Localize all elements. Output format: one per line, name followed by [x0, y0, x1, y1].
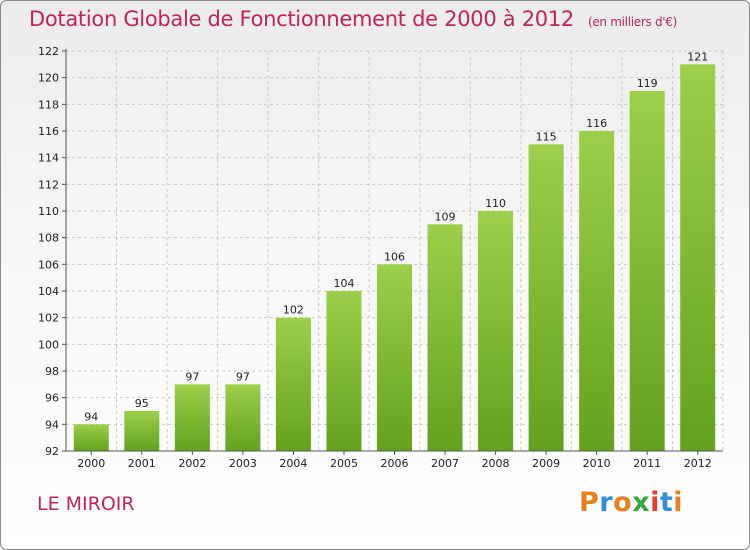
bar-2001	[124, 411, 160, 451]
y-tick-label: 106	[38, 258, 59, 271]
x-tick-label: 2012	[684, 457, 712, 470]
logo-letter: i	[650, 487, 660, 518]
bars: 94 95 97 97 102 104 106 109 110 115 116 119 121	[73, 50, 716, 452]
y-tick-label: 116	[38, 125, 59, 138]
bar-2010	[579, 131, 615, 451]
bar-2004	[275, 317, 311, 451]
y-tick-label: 92	[45, 445, 59, 458]
chart-title: Dotation Globale de Fonctionnement de 20…	[29, 7, 677, 39]
data-label: 97	[185, 370, 199, 383]
bar-2000	[73, 424, 109, 451]
proxiti-logo[interactable]: Proxiti	[579, 487, 683, 518]
logo-letter: x	[632, 487, 651, 518]
y-tick-label: 94	[45, 418, 59, 431]
x-tick-label: 2002	[178, 457, 206, 470]
x-tick-label: 2006	[381, 457, 409, 470]
data-label: 109	[435, 210, 456, 223]
y-tick-label: 120	[38, 72, 59, 85]
bar-2008	[478, 211, 514, 451]
x-tick-label: 2010	[583, 457, 611, 470]
data-label: 94	[84, 410, 98, 423]
data-label: 116	[586, 117, 607, 130]
y-tick-label: 100	[38, 338, 59, 351]
data-label: 97	[236, 370, 250, 383]
x-tick-label: 2000	[77, 457, 105, 470]
place-name: LE MIROIR	[37, 493, 135, 515]
bar-2005	[326, 291, 362, 451]
y-tick-label: 110	[38, 205, 59, 218]
logo-letter: t	[659, 487, 674, 518]
x-tick-label: 2009	[532, 457, 560, 470]
data-label: 121	[687, 50, 708, 63]
y-tick-label: 96	[45, 392, 59, 405]
y-tick-label: 122	[38, 45, 59, 58]
bar-2006	[377, 264, 412, 451]
data-label: 104	[333, 277, 354, 290]
logo-letter: P	[579, 487, 600, 518]
y-tick-label: 98	[45, 365, 59, 378]
x-tick-label: 2004	[279, 457, 307, 470]
data-label: 106	[384, 250, 405, 263]
chart-subtitle: (en milliers d'€)	[587, 15, 677, 29]
x-tick-label: 2008	[482, 457, 510, 470]
data-label: 95	[135, 397, 149, 410]
bar-2002	[174, 384, 210, 451]
x-tick-label: 2003	[229, 457, 257, 470]
bar-2009	[528, 144, 564, 452]
chart-title-text: Dotation Globale de Fonctionnement de 20…	[29, 7, 574, 31]
data-label: 102	[283, 304, 304, 317]
x-tick-label: 2011	[633, 457, 661, 470]
x-tick-label: 2001	[128, 457, 156, 470]
y-tick-label: 112	[38, 178, 59, 191]
y-tick-label: 118	[38, 98, 59, 111]
bar-2003	[225, 384, 261, 451]
y-tick-label: 114	[38, 152, 59, 165]
data-label: 115	[536, 130, 557, 143]
x-tick-label: 2005	[330, 457, 358, 470]
logo-letter: i	[673, 487, 684, 518]
x-tick-label: 2007	[431, 457, 459, 470]
bar-2007	[427, 224, 463, 451]
data-label: 119	[637, 77, 658, 90]
logo-letter: o	[613, 487, 633, 518]
logo-letter: r	[599, 487, 614, 518]
bar-2012	[680, 64, 716, 452]
y-tick-label: 102	[38, 312, 59, 325]
bar-2011	[629, 91, 665, 451]
y-tick-label: 108	[38, 232, 59, 245]
data-label: 110	[485, 197, 506, 210]
axes: 92 94 96 98 100 102 104 106 108 110 112 114 116 118 12…	[38, 45, 723, 470]
y-tick-label: 104	[38, 285, 59, 298]
